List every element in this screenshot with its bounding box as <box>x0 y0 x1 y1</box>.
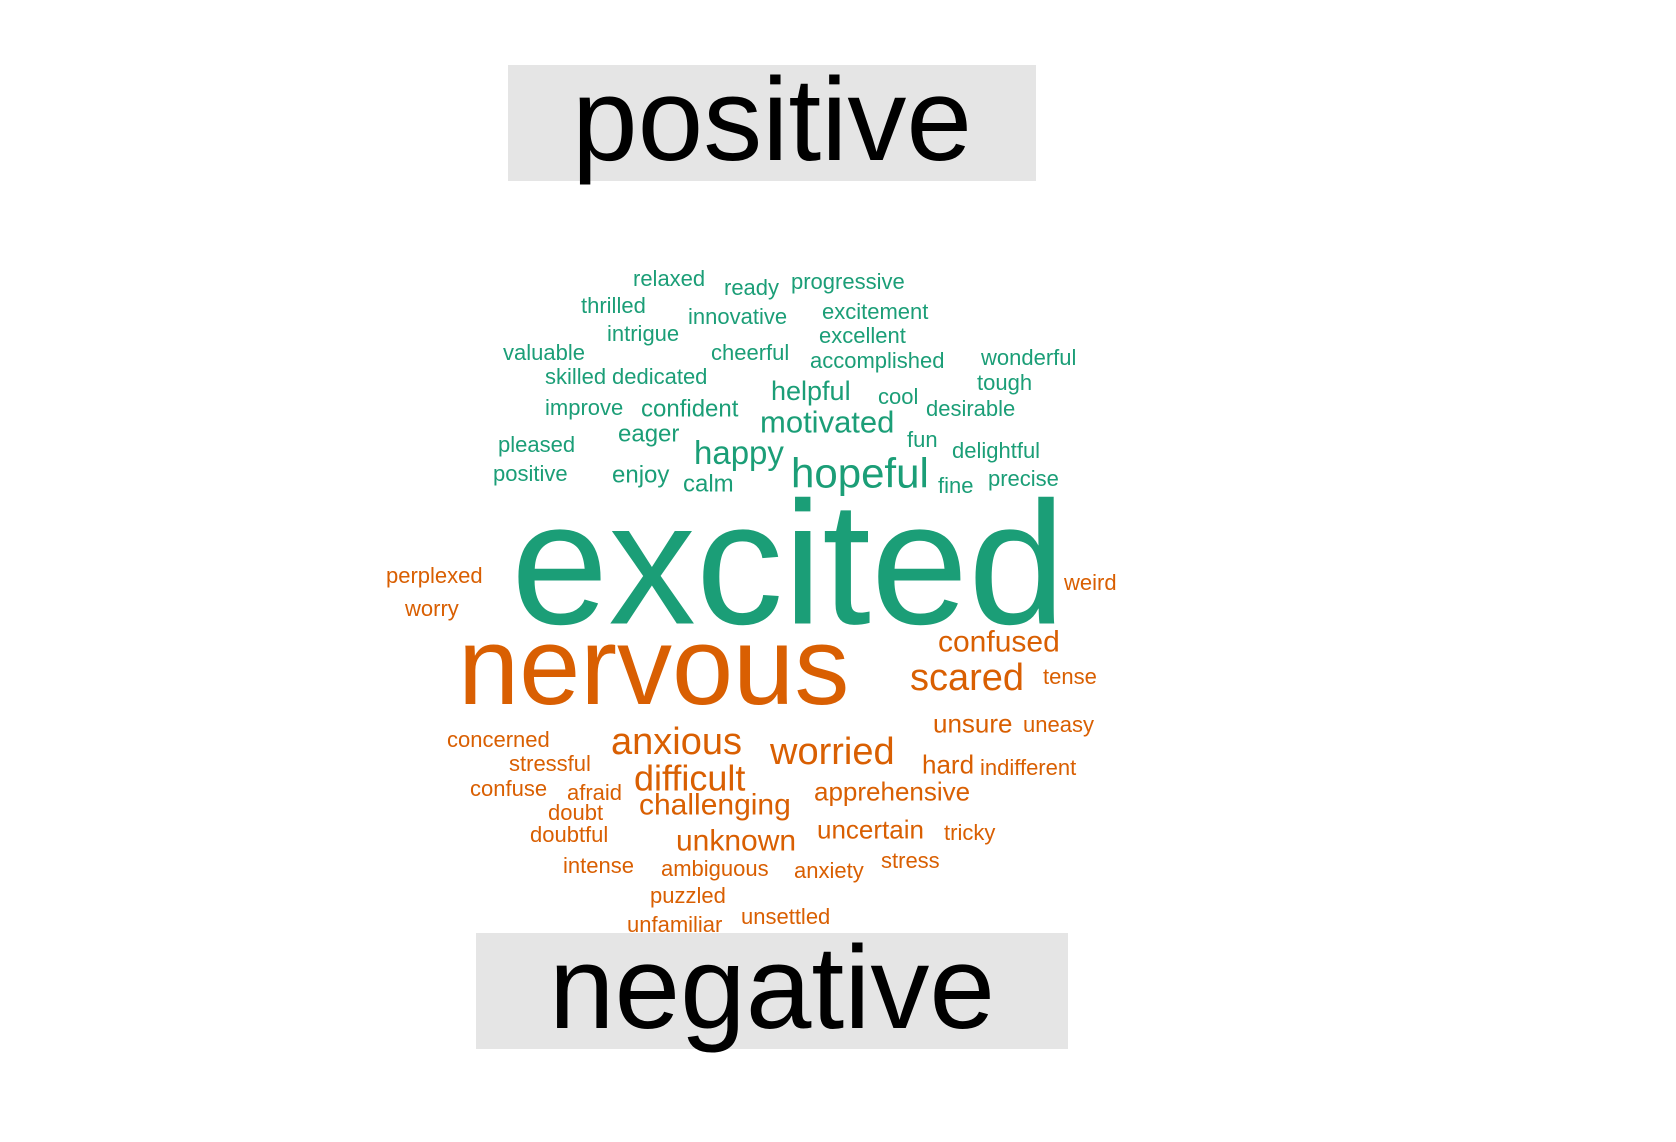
word-hopeful: hopeful <box>791 449 929 497</box>
word-thrilled: thrilled <box>581 292 646 318</box>
word-unfamiliar: unfamiliar <box>627 911 723 937</box>
word-afraid: afraid <box>567 779 623 805</box>
word-skilled: skilled <box>545 363 607 389</box>
word-fine: fine <box>938 472 974 498</box>
word-unsure: unsure <box>933 708 1013 739</box>
word-unsettled: unsettled <box>741 903 831 929</box>
word-enjoy: enjoy <box>612 461 670 489</box>
word-helpful: helpful <box>771 375 851 406</box>
word-progressive: progressive <box>791 268 905 294</box>
word-uneasy: uneasy <box>1023 711 1094 737</box>
word-confuse: confuse <box>470 775 548 801</box>
word-calm: calm <box>683 470 734 498</box>
word-intrigue: intrigue <box>607 320 680 346</box>
word-dedicated: dedicated <box>612 363 708 389</box>
word-uncertain: uncertain <box>817 814 924 845</box>
word-tricky: tricky <box>944 819 996 845</box>
word-motivated: motivated <box>760 404 895 440</box>
word-excited: excited <box>511 466 1066 662</box>
word-puzzled: puzzled <box>650 882 726 908</box>
word-weird: weird <box>1064 569 1117 595</box>
word-precise: precise <box>988 465 1059 491</box>
word-relaxed: relaxed <box>633 265 706 291</box>
word-valuable: valuable <box>503 339 585 365</box>
word-tense: tense <box>1043 663 1097 689</box>
word-perplexed: perplexed <box>386 562 483 588</box>
word-unknown: unknown <box>676 824 797 858</box>
word-confused: confused <box>938 625 1060 659</box>
word-doubt: doubt <box>548 799 604 825</box>
word-happy: happy <box>694 433 784 471</box>
word-stress: stress <box>881 847 940 873</box>
word-indifferent: indifferent <box>980 754 1077 780</box>
word-improve: improve <box>545 394 624 420</box>
word-excellent: excellent <box>819 322 906 348</box>
word-stressful: stressful <box>509 750 591 776</box>
word-scared: scared <box>910 656 1025 699</box>
word-pleased: pleased <box>498 431 576 457</box>
word-confident: confident <box>641 395 739 423</box>
word-fun: fun <box>907 426 938 452</box>
word-difficult: difficult <box>634 757 746 799</box>
word-delightful: delightful <box>952 437 1041 463</box>
word-challenging: challenging <box>639 788 791 822</box>
word-anxious: anxious <box>611 720 742 763</box>
word-positive: positive <box>493 460 568 486</box>
word-cheerful: cheerful <box>711 339 790 365</box>
word-worried: worried <box>770 730 895 773</box>
word-eager: eager <box>618 420 680 448</box>
word-worry: worry <box>405 595 459 621</box>
word-nervous: nervous <box>458 604 850 728</box>
word-intense: intense <box>563 852 634 878</box>
word-concerned: concerned <box>447 726 550 752</box>
positive-group-label: positive <box>508 61 1036 181</box>
negative-group-label: negative <box>476 929 1068 1049</box>
word-desirable: desirable <box>926 395 1016 421</box>
word-wonderful: wonderful <box>981 344 1077 370</box>
word-ambiguous: ambiguous <box>661 855 769 881</box>
word-doubtful: doubtful <box>530 821 609 847</box>
word-accomplished: accomplished <box>810 347 945 373</box>
word-excitement: excitement <box>822 298 929 324</box>
word-hard: hard <box>922 749 975 780</box>
word-anxiety: anxiety <box>794 857 864 883</box>
word-tough: tough <box>977 369 1033 395</box>
word-innovative: innovative <box>688 303 788 329</box>
word-ready: ready <box>724 274 780 300</box>
word-apprehensive: apprehensive <box>814 776 971 807</box>
word-cool: cool <box>878 383 919 409</box>
